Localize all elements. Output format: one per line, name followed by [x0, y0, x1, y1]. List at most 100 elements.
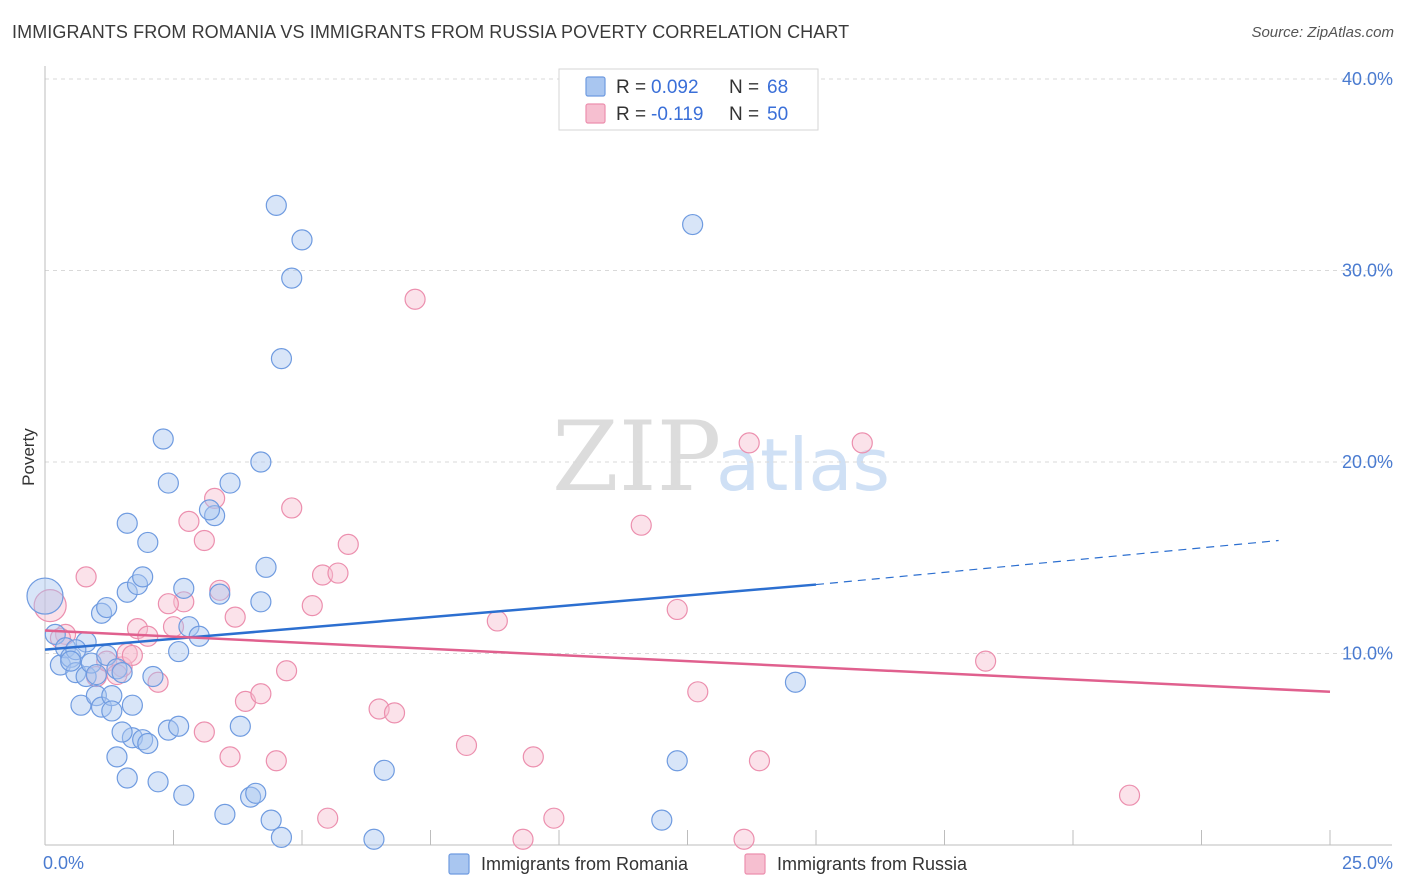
- russia-point: [748, 750, 771, 772]
- watermark-zip: ZIP: [552, 401, 721, 513]
- trend-lines: [44, 539, 1331, 694]
- watermark-atlas: atlas: [716, 423, 890, 507]
- russia-point: [193, 721, 215, 743]
- romania-point: [111, 662, 133, 684]
- romania-point: [229, 715, 251, 737]
- romania-point: [245, 782, 267, 804]
- y-tick-label: 30.0%: [1342, 261, 1393, 281]
- russia-point: [404, 288, 426, 310]
- legend-swatch-russia: [585, 103, 606, 124]
- russia-point: [512, 828, 534, 850]
- romania-point: [152, 428, 174, 450]
- russia-point: [157, 593, 179, 615]
- legend-n-value: 68: [767, 77, 788, 98]
- series-legend-swatch-russia: [744, 853, 766, 875]
- legend-n-value: 50: [767, 104, 788, 125]
- legend-r-label: R =: [616, 104, 646, 125]
- x-tick-label: 25.0%: [1342, 853, 1393, 873]
- romania-point: [270, 347, 293, 370]
- romania-trend-line: [44, 583, 817, 651]
- romania-point: [96, 596, 118, 619]
- series-legend-label-russia: Immigrants from Russia: [777, 854, 968, 874]
- romania-point: [60, 650, 82, 672]
- y-tick-labels: 10.0% 20.0% 30.0% 40.0%: [1342, 69, 1393, 664]
- y-tick-label: 10.0%: [1342, 644, 1393, 664]
- russia-point: [224, 606, 246, 628]
- russia-point: [733, 828, 755, 850]
- romania-point: [363, 828, 385, 850]
- romania-point: [651, 809, 673, 831]
- russia-point: [455, 734, 478, 757]
- legend-r-value: 0.092: [651, 77, 699, 98]
- russia-point: [738, 432, 760, 454]
- romania-point: [373, 759, 395, 781]
- russia-point: [543, 807, 565, 829]
- romania-point: [173, 577, 195, 599]
- romania-point: [116, 512, 138, 534]
- y-tick-label: 20.0%: [1342, 452, 1393, 472]
- romania-point: [116, 767, 138, 789]
- romania-point: [65, 639, 87, 661]
- romania-point: [70, 694, 92, 716]
- romania-point: [265, 194, 287, 216]
- russia-point: [666, 598, 688, 621]
- russia-point: [193, 529, 215, 552]
- romania-point: [101, 685, 123, 707]
- romania-point: [121, 694, 143, 716]
- russia-point: [337, 533, 359, 555]
- watermark: ZIP atlas: [552, 401, 890, 513]
- romania-point: [142, 665, 164, 688]
- legend: R = 0.092 N = 68 R = -0.119 N = 50: [558, 68, 819, 131]
- romania-point: [291, 229, 313, 251]
- russia-point: [383, 702, 406, 724]
- russia-point: [275, 660, 298, 682]
- romania-point: [80, 652, 102, 674]
- y-tick-label: 40.0%: [1342, 69, 1393, 89]
- russia-point: [630, 514, 652, 536]
- x-tick-labels: 0.0% 25.0%: [43, 853, 1393, 873]
- romania-point: [137, 531, 159, 554]
- romania-point: [132, 566, 154, 588]
- romania-point: [255, 556, 277, 578]
- y-axis-label: Poverty: [19, 428, 38, 486]
- russia-point: [250, 683, 272, 705]
- romania-point: [26, 577, 64, 615]
- romania-point: [250, 591, 272, 613]
- romania-point: [106, 746, 128, 768]
- russia-point: [265, 750, 287, 772]
- romania-point: [784, 671, 807, 693]
- legend-r-value: -0.119: [651, 104, 703, 125]
- romania-point: [111, 721, 133, 743]
- romania-point: [682, 213, 704, 236]
- russia-point: [317, 807, 339, 829]
- grid: [45, 78, 1392, 654]
- series-legend-swatch-romania: [448, 853, 470, 875]
- russia-point: [219, 746, 241, 768]
- russia-point: [75, 566, 97, 588]
- romania-point: [157, 472, 179, 494]
- romania-point: [85, 685, 108, 707]
- russia-point: [204, 487, 226, 509]
- russia-point: [281, 497, 303, 519]
- legend-n-label: N =: [729, 77, 759, 98]
- romania-point: [250, 451, 272, 473]
- chart-title: IMMIGRANTS FROM ROMANIA VS IMMIGRANTS FR…: [12, 22, 850, 42]
- romania-point: [168, 640, 190, 663]
- romania-point: [219, 472, 241, 494]
- russia-point: [522, 746, 544, 768]
- russia-point: [975, 650, 997, 672]
- romania-trend-extension: [815, 539, 1279, 586]
- russia-point: [178, 510, 200, 532]
- romania-point: [198, 499, 221, 521]
- romania-series: [26, 194, 807, 850]
- axes: [44, 66, 1392, 846]
- russia-point: [301, 595, 323, 617]
- romania-point: [214, 803, 236, 825]
- russia-point: [234, 690, 257, 712]
- romania-point: [168, 715, 190, 737]
- russia-point: [1118, 784, 1141, 806]
- russia-point: [311, 564, 334, 586]
- russia-point: [327, 562, 349, 584]
- russia-point: [121, 644, 143, 667]
